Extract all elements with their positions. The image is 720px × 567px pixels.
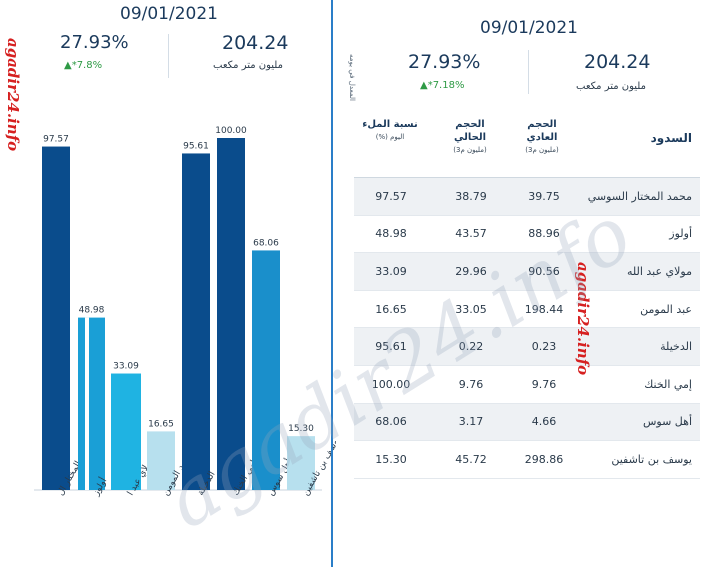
table-date: 09/01/2021 — [480, 18, 578, 38]
cell-dam-name: مولاي عبد الله — [626, 264, 692, 278]
cell-dam-name: عبد المومن — [640, 302, 692, 316]
cell-dam-name: أهل سوس — [642, 415, 692, 429]
fill-rate-kpi-change: ▲*7.8% — [64, 60, 103, 71]
cell-fill-rate: 100.00 — [371, 377, 411, 391]
bar — [217, 138, 245, 490]
bar-value-label: 68.06 — [253, 238, 279, 248]
bar — [111, 373, 141, 490]
cell-fill-rate: 48.98 — [375, 227, 407, 241]
bar-value-label: 48.98 — [79, 306, 105, 316]
table-row: 33.09 29.96 90.56 مولاي عبد الله — [354, 253, 700, 291]
cell-fill-rate: 97.57 — [375, 189, 407, 203]
cell-current-volume: 9.76 — [458, 377, 484, 391]
bar-value-label: 16.65 — [148, 419, 174, 429]
header-fill-rate: نسبة الملء اليوم (%) — [362, 119, 418, 141]
header-dam-name: السدود — [650, 131, 692, 145]
cell-fill-rate: 33.09 — [375, 264, 407, 278]
volume-kpi-value: 204.24 — [222, 32, 289, 54]
bar — [78, 317, 105, 490]
table-fill-rate-kpi-value: 27.93% — [408, 51, 481, 73]
table-fill-rate-kpi-change: ▲*7.18% — [420, 80, 465, 91]
dams-table: نسبة الملء اليوم (%) الحجم الحالي (مليون… — [354, 112, 700, 479]
right-table-panel: المعدل في يومه 09/01/2021 27.93% ▲*7.18%… — [346, 0, 720, 567]
fill-rate-kpi-value: 27.93% — [60, 32, 129, 53]
cell-normal-volume: 90.56 — [528, 264, 560, 278]
cell-current-volume: 29.96 — [455, 264, 487, 278]
cell-current-volume: 38.79 — [455, 189, 487, 203]
bar — [147, 431, 175, 490]
table-row: 48.98 43.57 88.96 أولوز — [354, 216, 700, 254]
watermark-site-left: agadir24.info — [4, 38, 22, 152]
cell-normal-volume: 88.96 — [528, 227, 560, 241]
bar-gap — [85, 317, 89, 490]
bar — [252, 250, 280, 490]
table-kpi-divider — [528, 50, 529, 94]
side-note: المعدل في يومه — [348, 54, 356, 101]
cell-dam-name: يوسف بن تاشفين — [611, 452, 692, 466]
cell-fill-rate: 68.06 — [375, 415, 407, 429]
bar — [182, 153, 210, 490]
table-row: 16.65 33.05 198.44 عبد المومن — [354, 291, 700, 329]
cell-normal-volume: 9.76 — [531, 377, 557, 391]
cell-dam-name: محمد المختار السوسي — [587, 189, 692, 203]
bar-value-label: 97.57 — [43, 135, 69, 145]
table-row: 15.30 45.72 298.86 يوسف بن تاشفين — [354, 441, 700, 479]
cell-normal-volume: 198.44 — [524, 302, 564, 316]
cell-current-volume: 3.17 — [458, 415, 484, 429]
cell-normal-volume: 0.23 — [531, 340, 557, 354]
header-current-volume: الحجم الحالي (مليون م3) — [453, 119, 487, 154]
bar-value-label: 95.61 — [183, 141, 209, 151]
cell-dam-name: الدخيلة — [660, 340, 692, 354]
chart-date: 09/01/2021 — [120, 4, 218, 24]
table-body: 97.57 38.79 39.75 محمد المختار السوسي 48.98 4… — [354, 178, 700, 479]
cell-current-volume: 45.72 — [455, 452, 487, 466]
bar-value-label: 33.09 — [113, 362, 139, 372]
cell-fill-rate: 16.65 — [375, 302, 407, 316]
kpi-divider — [168, 34, 169, 78]
bar-value-label: 100.00 — [215, 126, 247, 136]
table-row: 97.57 38.79 39.75 محمد المختار السوسي — [354, 178, 700, 216]
panel-border — [331, 0, 333, 567]
header-normal-volume: الحجم العادي (مليون م3) — [525, 119, 559, 154]
cell-current-volume: 0.22 — [458, 340, 484, 354]
table-row: 68.06 3.17 4.66 أهل سوس — [354, 403, 700, 442]
cell-normal-volume: 298.86 — [524, 452, 564, 466]
bar-value-label: 15.30 — [288, 424, 314, 434]
cell-normal-volume: 4.66 — [531, 415, 557, 429]
cell-current-volume: 43.57 — [455, 227, 487, 241]
table-volume-kpi-unit: مليون متر مكعب — [576, 81, 646, 92]
cell-normal-volume: 39.75 — [528, 189, 560, 203]
table-row: 95.61 0.22 0.23 الدخيلة — [354, 328, 700, 366]
cell-fill-rate: 15.30 — [375, 452, 407, 466]
cell-dam-name: أولوز — [669, 227, 692, 241]
cell-current-volume: 33.05 — [455, 302, 487, 316]
bar — [287, 436, 315, 490]
table-volume-kpi-value: 204.24 — [584, 51, 651, 73]
cell-dam-name: إمي الخنك — [644, 377, 692, 391]
table-row: 100.00 9.76 9.76 إمي الخنك — [354, 366, 700, 404]
volume-kpi-unit: مليون متر مكعب — [213, 60, 283, 71]
table-header: نسبة الملء اليوم (%) الحجم الحالي (مليون… — [354, 112, 700, 178]
bar — [42, 146, 70, 491]
cell-fill-rate: 95.61 — [375, 340, 407, 354]
left-chart-panel: 09/01/2021 27.93% ▲*7.8% 204.24 مليون مت… — [0, 0, 336, 567]
